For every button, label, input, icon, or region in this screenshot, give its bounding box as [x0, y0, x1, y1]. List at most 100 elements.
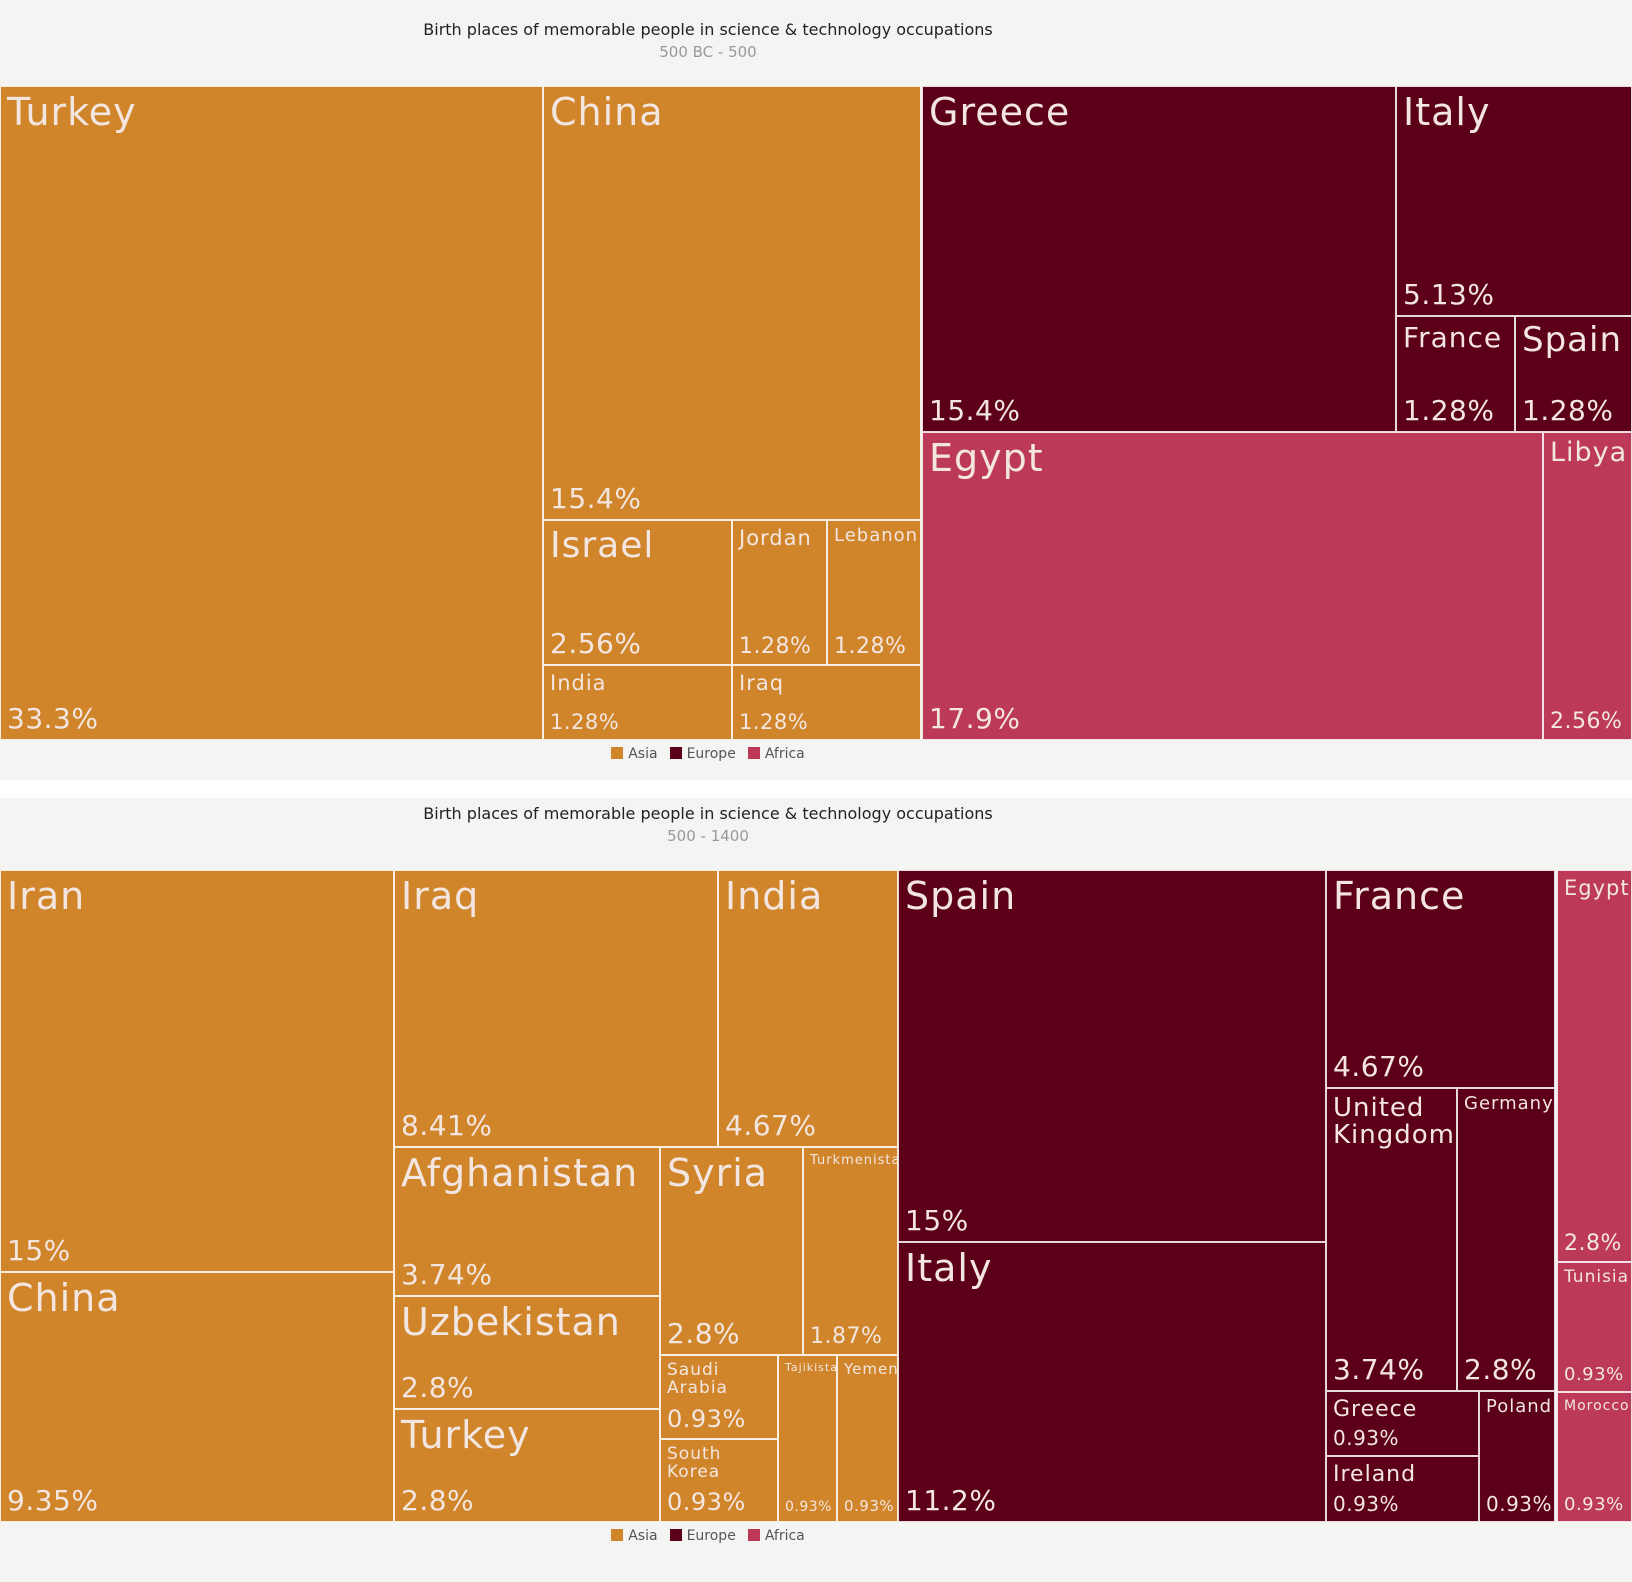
tile-value: 2.8% [667, 1316, 741, 1350]
treemap-tile[interactable]: Poland 0.93% [1479, 1391, 1555, 1522]
legend-swatch [669, 1529, 682, 1541]
tile-label: Poland [1486, 1396, 1553, 1417]
tile-label: France [1333, 874, 1466, 918]
treemap-tile[interactable]: Israel 2.56% [543, 520, 732, 665]
tile-label: Italy [1403, 90, 1491, 134]
treemap: Turkey 33.3% China 15.4% Israel 2.56% Jordan 1.… [0, 86, 1632, 740]
treemap-tile[interactable]: Afghanistan 3.74% [394, 1147, 660, 1296]
legend-label: Europe [686, 1528, 736, 1544]
legend-item[interactable]: Europe [669, 746, 736, 762]
tile-label: Iraq [739, 671, 785, 695]
tile-label: Uzbekistan [401, 1300, 621, 1344]
treemap-tile[interactable]: Turkey 33.3% [0, 86, 543, 740]
tile-label: Tajikistan [785, 1361, 836, 1374]
tile-value: 3.74% [1333, 1352, 1425, 1386]
legend-label: Asia [628, 746, 658, 762]
legend-swatch [747, 1529, 760, 1541]
treemap-tile[interactable]: Libya 2.56% [1543, 432, 1632, 740]
treemap-tile[interactable]: Spain 15% [898, 870, 1326, 1242]
treemap-tile[interactable]: France 4.67% [1326, 870, 1555, 1088]
legend-swatch [747, 747, 760, 759]
treemap-tile[interactable]: Yemen 0.93% [837, 1355, 898, 1522]
tile-value: 3.74% [401, 1257, 493, 1291]
tile-value: 0.93% [1564, 1364, 1624, 1386]
tile-value: 0.93% [1333, 1426, 1400, 1450]
tile-label: Yemen [844, 1360, 898, 1378]
tile-value: 8.41% [401, 1108, 493, 1142]
tile-value: 2.56% [1550, 708, 1623, 734]
treemap-tile[interactable]: Turkey 2.8% [394, 1409, 660, 1522]
treemap-tile[interactable]: China 15.4% [543, 86, 921, 520]
treemap-tile[interactable]: India 1.28% [543, 665, 732, 740]
legend-label: Asia [628, 1528, 658, 1544]
panel-divider [0, 780, 1632, 798]
tile-label: China [550, 90, 664, 134]
tile-value: 2.8% [1464, 1352, 1538, 1386]
legend-swatch [669, 747, 682, 759]
legend: Asia Europe Africa [0, 746, 1416, 766]
treemap-tile[interactable]: Ireland 0.93% [1326, 1456, 1479, 1522]
tile-value: 1.28% [550, 709, 620, 734]
treemap-tile[interactable]: Greece 0.93% [1326, 1391, 1479, 1456]
tile-value: 1.28% [739, 633, 812, 659]
tile-label: India [725, 874, 824, 918]
tile-value: 0.93% [667, 1404, 746, 1433]
treemap-tile[interactable]: Italy 11.2% [898, 1242, 1326, 1522]
treemap-tile[interactable]: South Korea 0.93% [660, 1439, 778, 1522]
treemap-tile[interactable]: Saudi Arabia 0.93% [660, 1355, 778, 1439]
legend-item[interactable]: Europe [669, 1528, 736, 1544]
tile-value: 2.8% [1564, 1230, 1622, 1256]
treemap-tile[interactable]: Iran 15% [0, 870, 394, 1272]
legend-item[interactable]: Asia [611, 1528, 658, 1544]
treemap-tile[interactable]: Iraq 8.41% [394, 870, 718, 1147]
treemap-tile[interactable]: Morocco 0.93% [1557, 1392, 1632, 1522]
treemap-tile[interactable]: Uzbekistan 2.8% [394, 1296, 660, 1409]
treemap-tile[interactable]: United Kingdom 3.74% [1326, 1088, 1457, 1391]
treemap-tile[interactable]: Egypt 17.9% [922, 432, 1543, 740]
treemap-tile[interactable]: Greece 15.4% [922, 86, 1396, 432]
legend-item[interactable]: Asia [611, 746, 658, 762]
treemap-tile[interactable]: Tajikistan 0.93% [778, 1355, 837, 1522]
tile-label: Israel [550, 525, 655, 566]
tile-value: 33.3% [7, 701, 99, 735]
tile-value: 15.4% [929, 393, 1021, 427]
tile-label: Ireland [1333, 1462, 1417, 1487]
tile-value: 1.28% [739, 709, 809, 734]
treemap-tile[interactable]: China 9.35% [0, 1272, 394, 1522]
treemap-tile[interactable]: France 1.28% [1396, 316, 1515, 432]
tile-value: 2.8% [401, 1370, 475, 1404]
treemap-tile[interactable]: Lebanon 1.28% [827, 520, 921, 665]
treemap-tile[interactable]: Turkmenistan 1.87% [803, 1147, 898, 1355]
treemap-tile[interactable]: Egypt 2.8% [1557, 870, 1632, 1262]
treemap-tile[interactable]: Germany 2.8% [1457, 1088, 1555, 1391]
legend-label: Africa [764, 1528, 805, 1544]
treemap-tile[interactable]: Syria 2.8% [660, 1147, 803, 1355]
tile-value: 1.87% [810, 1323, 883, 1349]
treemap-tile[interactable]: Jordan 1.28% [732, 520, 827, 665]
legend: Asia Europe Africa [0, 1528, 1416, 1548]
tile-value: 4.67% [725, 1108, 817, 1142]
tile-value: 0.93% [1333, 1492, 1400, 1516]
tile-label: Italy [905, 1246, 993, 1290]
tile-value: 15% [7, 1233, 71, 1267]
tile-value: 2.8% [401, 1483, 475, 1517]
legend-item[interactable]: Africa [747, 1528, 805, 1544]
treemap-tile[interactable]: Spain 1.28% [1515, 316, 1632, 432]
treemap-tile[interactable]: Iraq 1.28% [732, 665, 921, 740]
legend-item[interactable]: Africa [747, 746, 805, 762]
tile-value: 5.13% [1403, 277, 1495, 311]
tile-label: Syria [667, 1151, 769, 1195]
tile-value: 0.93% [785, 1499, 832, 1516]
treemap-tile[interactable]: Italy 5.13% [1396, 86, 1632, 316]
tile-label: Lebanon [834, 525, 919, 546]
tile-label: China [7, 1276, 121, 1320]
chart-title: Birth places of memorable people in scie… [423, 804, 993, 823]
tile-label: Turkmenistan [810, 1153, 897, 1168]
treemap-tile[interactable]: India 4.67% [718, 870, 898, 1147]
chart-title: Birth places of memorable people in scie… [423, 20, 993, 39]
tile-label: Tunisia [1564, 1267, 1630, 1287]
tile-value: 11.2% [905, 1483, 997, 1517]
tile-label: India [550, 671, 607, 695]
tile-label: Afghanistan [401, 1151, 639, 1195]
treemap-tile[interactable]: Tunisia 0.93% [1557, 1262, 1632, 1392]
